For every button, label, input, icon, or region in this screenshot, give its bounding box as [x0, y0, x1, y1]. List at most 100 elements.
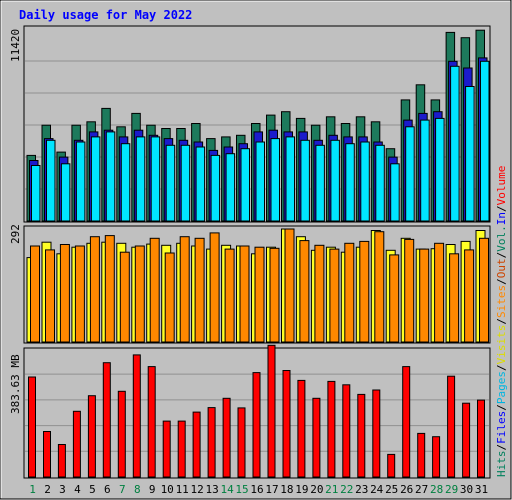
- bar-pages-day-2: [46, 139, 56, 222]
- panel-2-bars: [26, 228, 489, 343]
- day-label-5: 5: [89, 483, 96, 496]
- day-label-18: 18: [280, 483, 293, 496]
- bar-pages-day-9: [150, 136, 161, 222]
- day-label-10: 10: [161, 483, 174, 496]
- bar-pages-day-1: [31, 165, 41, 222]
- bar-volume-day-30: [462, 402, 471, 478]
- bar-pages-day-27: [420, 119, 430, 222]
- day-label-19: 19: [295, 483, 308, 496]
- bar-volume-day-2: [43, 431, 51, 478]
- bar-pages-day-24: [375, 144, 385, 222]
- side-legend-part: /: [495, 252, 508, 259]
- day-label-1: 1: [29, 483, 36, 496]
- panel-3-max-label: 383.63 MB: [9, 354, 22, 414]
- bar-sites-day-25: [389, 254, 400, 343]
- panel-visits-sites: 292: [9, 224, 491, 344]
- bar-pages-day-10: [165, 144, 176, 222]
- bar-sites-day-16: [254, 246, 265, 343]
- bar-volume-day-7: [117, 390, 126, 478]
- bar-pages-day-22: [345, 143, 355, 222]
- bar-volume-day-9: [147, 366, 156, 478]
- day-axis-labels: 1 2 3 4 5 6 7 8 9 10 11 12 13 14 15 16 17 18 19 20 21 22 23 24 2…: [29, 483, 488, 496]
- bar-pages-day-21: [330, 139, 340, 222]
- bar-sites-day-14: [224, 248, 235, 343]
- day-label-21: 21: [325, 483, 338, 496]
- side-legend-part: /: [495, 364, 508, 371]
- day-label-11: 11: [176, 483, 189, 496]
- side-legend-part: /: [495, 318, 508, 325]
- bar-pages-day-26: [405, 126, 415, 222]
- bar-pages-day-16: [255, 141, 265, 222]
- day-label-30: 30: [460, 483, 473, 496]
- bar-pages-day-30: [465, 86, 475, 222]
- bar-sites-day-9: [149, 237, 160, 343]
- bar-pages-day-23: [360, 141, 370, 222]
- day-label-22: 22: [340, 483, 353, 496]
- bar-sites-day-26: [404, 238, 415, 343]
- bar-sites-day-15: [239, 245, 250, 343]
- bar-volume-day-27: [417, 432, 426, 478]
- side-legend-part: Files: [495, 411, 508, 444]
- bar-volume-day-5: [87, 395, 96, 478]
- bar-volume-day-13: [207, 407, 216, 478]
- bar-pages-day-4: [75, 141, 86, 222]
- bar-sites-day-19: [299, 240, 310, 343]
- panel-1-bars: [26, 29, 490, 222]
- side-legend-part: /: [495, 278, 508, 285]
- bar-sites-day-17: [269, 247, 280, 343]
- bar-sites-day-2: [45, 249, 55, 343]
- bar-volume-day-8: [132, 354, 141, 478]
- bar-pages-day-17: [270, 138, 280, 222]
- day-label-16: 16: [250, 483, 263, 496]
- bar-pages-day-7: [120, 143, 131, 222]
- side-legend-part: Pages: [495, 371, 508, 404]
- bar-volume-day-23: [357, 393, 366, 478]
- bar-volume-day-14: [222, 397, 231, 478]
- bar-pages-day-5: [90, 136, 101, 222]
- bar-sites-day-30: [464, 249, 475, 343]
- day-label-12: 12: [190, 483, 203, 496]
- bar-sites-day-31: [479, 237, 489, 343]
- bar-pages-day-3: [60, 163, 71, 222]
- side-legend-part: Hits: [495, 451, 508, 478]
- panel-volume: 383.63 MB: [9, 344, 491, 479]
- bar-volume-day-6: [102, 362, 111, 478]
- bar-volume-day-20: [312, 397, 321, 478]
- side-legend-part: /: [495, 444, 508, 451]
- side-legend-part: /: [495, 205, 508, 212]
- bar-pages-day-19: [300, 139, 310, 222]
- day-label-14: 14: [220, 483, 234, 496]
- bar-pages-day-8: [135, 136, 146, 222]
- bar-volume-day-26: [402, 366, 411, 478]
- day-label-28: 28: [430, 483, 443, 496]
- day-label-23: 23: [355, 483, 368, 496]
- side-legend-part: Visits: [495, 325, 508, 365]
- bar-volume-day-16: [252, 372, 261, 478]
- day-label-17: 17: [265, 483, 278, 496]
- panel-2-max-label: 292: [9, 224, 22, 244]
- bar-pages-day-15: [240, 148, 250, 222]
- bar-volume-day-25: [387, 453, 396, 478]
- bar-sites-day-23: [359, 240, 370, 343]
- bar-sites-day-24: [374, 231, 385, 343]
- bar-sites-day-28: [434, 242, 445, 343]
- bar-volume-day-28: [432, 436, 441, 478]
- day-label-13: 13: [205, 483, 218, 496]
- bar-volume-day-15: [237, 407, 246, 478]
- bar-sites-day-6: [104, 235, 115, 343]
- day-label-31: 31: [475, 483, 488, 496]
- day-label-15: 15: [235, 483, 248, 496]
- panel-hits-files-pages: 11420: [9, 25, 491, 223]
- day-label-29: 29: [445, 483, 458, 496]
- day-label-2: 2: [44, 483, 51, 496]
- bar-pages-day-18: [285, 136, 295, 222]
- bar-sites-day-8: [134, 245, 145, 343]
- bar-volume-day-18: [282, 370, 291, 478]
- bar-sites-day-18: [284, 228, 295, 343]
- day-label-3: 3: [59, 483, 66, 496]
- bar-sites-day-11: [179, 236, 190, 343]
- panel-3-bars: [28, 344, 485, 478]
- day-label-27: 27: [415, 483, 428, 496]
- bar-volume-day-22: [342, 384, 351, 478]
